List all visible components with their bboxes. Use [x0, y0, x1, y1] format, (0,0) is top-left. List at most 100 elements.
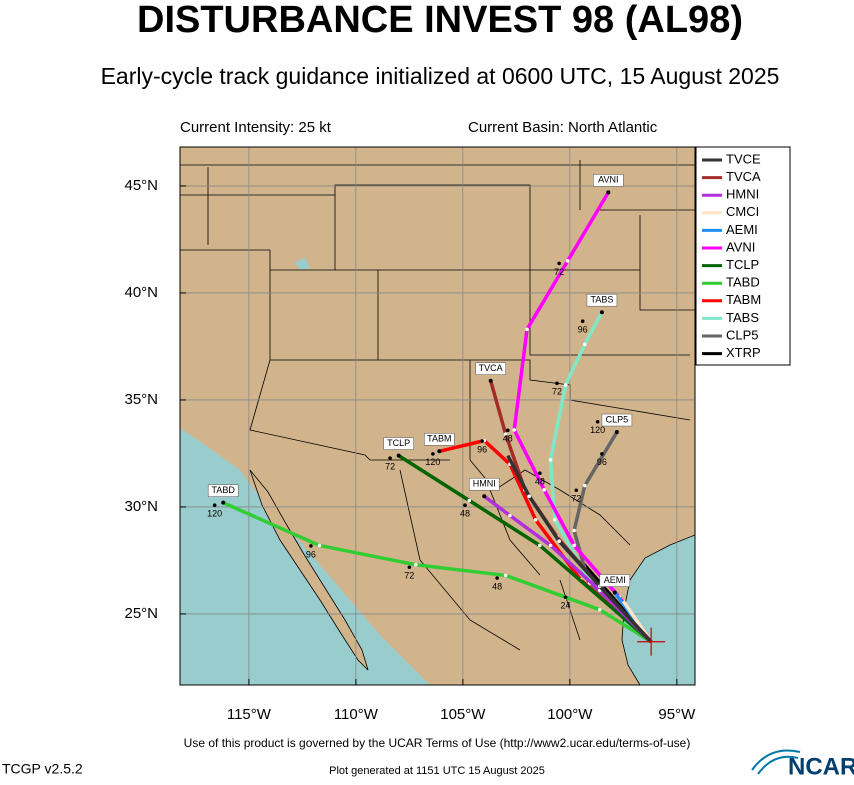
logo-arc [757, 755, 799, 775]
track-point [527, 494, 531, 499]
x-tick-label: 95°W [658, 706, 696, 723]
initial-position [637, 627, 666, 656]
track-point [503, 573, 508, 578]
basin: Current Basin: North Atlantic [468, 119, 658, 136]
track-label: AVNI [598, 175, 618, 185]
hour-label: 24 [561, 601, 571, 611]
track-point [542, 488, 546, 492]
track-end [221, 500, 226, 505]
legend-entries: TVCE TVCA HMNI CMCI AEMI AVNI TCLP TABD TABM TABS… [702, 151, 761, 360]
track-label-box [424, 433, 455, 446]
track-label: CLP5 [606, 414, 629, 424]
hour-dot [388, 456, 392, 460]
hour-dot [407, 565, 412, 570]
track-point [583, 342, 587, 347]
hour-dot [538, 471, 542, 475]
hour-label: 96 [597, 457, 607, 467]
track-label: HMNI [473, 479, 496, 489]
track-end [396, 453, 401, 458]
hour-label: 120 [207, 509, 222, 519]
track-point [538, 543, 542, 548]
hour-dot [595, 419, 600, 424]
borders [180, 160, 695, 651]
track-point [572, 543, 576, 548]
track-label: TABS [591, 295, 614, 305]
hour-dot [555, 381, 559, 386]
hour-label: 120 [590, 425, 605, 435]
subtitle: Early-cycle track guidance initialized a… [101, 63, 780, 89]
hour-label: 72 [554, 267, 564, 277]
track-end [482, 494, 487, 499]
hour-dot [463, 503, 467, 508]
track-point [533, 517, 538, 522]
hour-dot [574, 488, 579, 493]
logo: NCAR [751, 749, 854, 780]
legend-label: HMNI [726, 187, 759, 202]
x-tick-label: 100°W [547, 706, 593, 723]
track [397, 454, 653, 644]
y-tick-label: 35°N [124, 391, 158, 408]
legend-label: AEMI [726, 222, 758, 237]
axes: 115°W 110°W 105°W 100°W 95°W 25°N 30°N 35°N 40°N… [124, 177, 696, 723]
track-point [548, 458, 553, 462]
x-tick-label: 115°W [227, 706, 272, 723]
map-frame [179, 146, 696, 686]
hour-label: 96 [477, 444, 487, 454]
track-label-box [601, 413, 633, 427]
intensity: Current Intensity: 25 kt [180, 119, 332, 136]
track-label-box [468, 477, 500, 491]
track-label: TABD [212, 485, 236, 495]
hour-label: 72 [552, 387, 562, 397]
track-label-box [593, 174, 624, 187]
y-tick-label: 30°N [124, 498, 158, 515]
track-label-box [586, 293, 618, 307]
hour-label: 72 [385, 462, 395, 472]
track [222, 501, 653, 644]
hour-dot [495, 576, 499, 580]
track-point [565, 259, 570, 263]
version: TCGP v2.5.2 [2, 761, 83, 777]
title: DISTURBANCE INVEST 98 (AL98) [137, 0, 743, 41]
hour-label: 48 [535, 477, 545, 487]
hour-dot [557, 261, 561, 266]
legend-label: TVCA [726, 169, 761, 184]
track-point [548, 543, 553, 548]
x-tick-label: 105°W [440, 706, 486, 723]
track-point [503, 432, 508, 436]
terms: Use of this product is governed by the U… [184, 736, 691, 750]
logo-arc [751, 749, 801, 771]
track-end [612, 590, 617, 595]
legend-label: TCLP [726, 257, 759, 272]
track-label-box [475, 362, 506, 375]
track-point [597, 607, 602, 612]
track-end [599, 310, 604, 315]
track-label: TVCA [479, 363, 503, 373]
legend-label: TVCE [726, 151, 761, 166]
track-label-box [599, 574, 631, 587]
map: 72 96 72 120 96 72 120 96 72 48 120 96 72 48 24 48 48 TVC… [180, 147, 695, 685]
legend-label: CMCI [726, 204, 759, 219]
track-label-box [383, 437, 414, 450]
track-label: TCLP [387, 438, 410, 448]
hour-dot [480, 439, 484, 443]
track-end [488, 378, 493, 383]
hour-label: 48 [492, 581, 502, 591]
track-end [437, 449, 442, 454]
track-point [413, 562, 418, 567]
hour-dot [600, 452, 604, 456]
track-point [553, 517, 557, 522]
legend-label: XTRP [726, 345, 761, 360]
y-tick-label: 25°N [124, 605, 158, 622]
hour-dot [580, 319, 585, 323]
legend-label: AVNI [726, 239, 755, 254]
legend-label: TABS [726, 310, 759, 325]
track-label: AEMI [604, 575, 626, 585]
hour-label: 120 [425, 457, 440, 467]
hour-dot [563, 595, 568, 600]
hour-label: 72 [571, 494, 581, 504]
track [512, 191, 653, 643]
track-end [606, 190, 611, 195]
legend [695, 146, 791, 366]
hour-dot [505, 428, 510, 433]
